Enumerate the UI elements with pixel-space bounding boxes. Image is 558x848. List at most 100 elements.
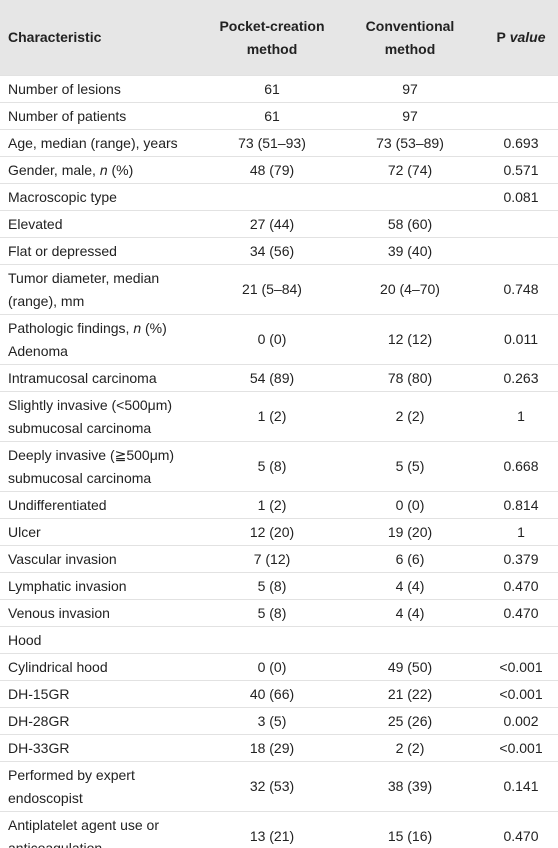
cell: 0.081 [484,183,558,211]
cell: 0.668 [484,441,558,492]
row-label: Cylindrical hood [0,653,208,681]
row-label: Macroscopic type [0,183,208,211]
cell: <0.001 [484,734,558,762]
cell: 21 (5–84) [208,264,336,315]
cell: 73 (53–89) [336,129,484,157]
cell: 5 (8) [208,572,336,600]
row-label: Elevated [0,210,208,238]
cell [336,626,484,654]
table-row: Pathologic findings, n (%) Adenoma 0 (0) 1… [0,314,558,365]
cell: 4 (4) [336,572,484,600]
cell: 1 [484,518,558,546]
cell: 3 (5) [208,707,336,735]
table-row: DH-15GR 40 (66) 21 (22) <0.001 [0,680,558,708]
cell: <0.001 [484,653,558,681]
cell [484,75,558,103]
table-row: Lymphatic invasion 5 (8) 4 (4) 0.470 [0,572,558,600]
table-row: DH-28GR 3 (5) 25 (26) 0.002 [0,707,558,735]
cell: 20 (4–70) [336,264,484,315]
text: P [496,29,506,45]
row-label: Hood [0,626,208,654]
table-row: Antiplatelet agent use or anticoagulatio… [0,811,558,848]
text: Pathologic findings, [8,319,134,336]
cell: 0.011 [484,314,558,365]
table-row: Intramucosal carcinoma 54 (89) 78 (80) 0.26… [0,364,558,392]
cell: 21 (22) [336,680,484,708]
cell [336,183,484,211]
cell: 19 (20) [336,518,484,546]
cell [208,626,336,654]
row-label: DH-15GR [0,680,208,708]
row-label: Pathologic findings, n (%) Adenoma [0,314,208,365]
row-label: Intramucosal carcinoma [0,364,208,392]
row-label: Flat or depressed [0,237,208,265]
row-label: Antiplatelet agent use or anticoagulatio… [0,811,208,848]
cell: 13 (21) [208,811,336,848]
cell: 15 (16) [336,811,484,848]
cell: <0.001 [484,680,558,708]
header-cell: Characteristic [0,0,208,76]
cell: 0 (0) [208,653,336,681]
table-body: Number of lesions 61 97 Number of patients 6… [0,75,558,848]
row-label: DH-28GR [0,707,208,735]
table-row: Deeply invasive (≧500μm) submucosal carc… [0,441,558,492]
table-row: DH-33GR 18 (29) 2 (2) <0.001 [0,734,558,762]
cell: 78 (80) [336,364,484,392]
row-label: Performed by expert endoscopist [0,761,208,812]
cell: 0.379 [484,545,558,573]
cell: 0.002 [484,707,558,735]
row-label: Deeply invasive (≧500μm) submucosal carc… [0,441,208,492]
cell: 1 (2) [208,391,336,442]
cell: 97 [336,75,484,103]
header-cell: Conventional method [336,0,484,76]
cell: 34 (56) [208,237,336,265]
cell: 0.748 [484,264,558,315]
italic-text: n [99,161,108,178]
cell: 0.693 [484,129,558,157]
cell: 5 (8) [208,599,336,627]
text: Gender, male, [8,161,100,178]
cell: 12 (20) [208,518,336,546]
cell: 0.141 [484,761,558,812]
cell: 0.571 [484,156,558,184]
row-label: Tumor diameter, median (range), mm [0,264,208,315]
cell: 61 [208,75,336,103]
row-label: Age, median (range), years [0,129,208,157]
cell [208,183,336,211]
row-label: Slightly invasive (<500μm) submucosal ca… [0,391,208,442]
cell: 0.470 [484,599,558,627]
cell: 48 (79) [208,156,336,184]
row-label: Vascular invasion [0,545,208,573]
cell: 4 (4) [336,599,484,627]
cell: 61 [208,102,336,130]
cell: 5 (8) [208,441,336,492]
cell: 12 (12) [336,314,484,365]
table-row: Gender, male, n (%) 48 (79) 72 (74) 0.571 [0,156,558,184]
row-label: Undifferentiated [0,491,208,519]
cell: 39 (40) [336,237,484,265]
header-row: Characteristic Pocket-creation method Conv… [0,0,558,76]
table-row: Elevated 27 (44) 58 (60) [0,210,558,238]
cell: 58 (60) [336,210,484,238]
cell: 1 (2) [208,491,336,519]
cell: 49 (50) [336,653,484,681]
cell [484,210,558,238]
cell: 0 (0) [336,491,484,519]
table-row: Age, median (range), years 73 (51–93) 73 (… [0,129,558,157]
cell [484,102,558,130]
cell: 40 (66) [208,680,336,708]
header-cell: P value [484,0,558,76]
row-label: Number of lesions [0,75,208,103]
text: (%) [107,161,134,178]
cell [484,626,558,654]
cell: 0.263 [484,364,558,392]
row-label: Ulcer [0,518,208,546]
table-row: Vascular invasion 7 (12) 6 (6) 0.379 [0,545,558,573]
text: (%) Adenoma [8,319,167,359]
cell: 2 (2) [336,734,484,762]
cell: 0.814 [484,491,558,519]
cell: 38 (39) [336,761,484,812]
table-row: Number of lesions 61 97 [0,75,558,103]
